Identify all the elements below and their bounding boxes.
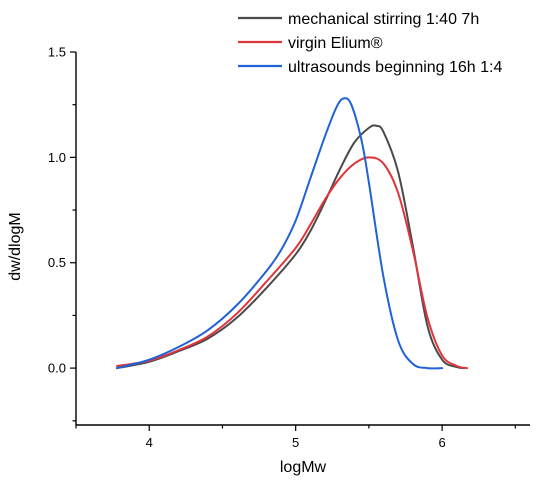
legend-label: mechanical stirring 1:40 7h [288,11,479,28]
y-tick-label: 0.5 [48,255,66,270]
x-tick-label: 6 [439,435,446,450]
series-line-mechanical-stirring [116,124,466,370]
y-tick-label: 1.5 [48,45,66,60]
y-tick-label: 0.0 [48,361,66,376]
y-tick-label: 1.0 [48,150,66,165]
x-tick-label: 5 [292,435,299,450]
series-line-ultrasounds [116,97,444,370]
axis-ticks: 4 5 6 0.0 0.5 1.0 1.5 [48,45,516,450]
y-axis-title: dw/dlogM [7,212,24,280]
legend: mechanical stirring 1:40 7h virgin Elium®… [238,11,502,76]
legend-label: ultrasounds beginning 16h 1:4 [288,59,502,76]
legend-label: virgin Elium® [288,35,383,52]
x-tick-label: 4 [146,435,153,450]
x-axis-title: logMw [280,459,327,476]
series-line-virgin-elium [116,156,469,370]
plot-area [116,97,469,370]
